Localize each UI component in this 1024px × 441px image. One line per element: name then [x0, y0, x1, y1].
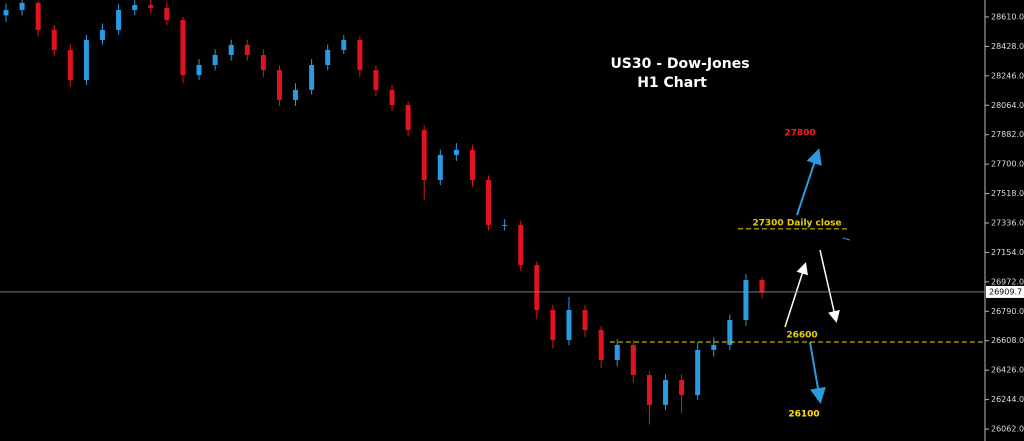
y-tick-label: 28246.0 — [991, 71, 1024, 80]
y-tick-label: 27154.0 — [991, 248, 1024, 257]
candle-body — [357, 39, 363, 71]
candle-body — [148, 5, 154, 8]
candle-body — [35, 2, 41, 30]
y-tick-label: 27518.0 — [991, 189, 1024, 198]
candle-body — [727, 320, 733, 345]
last-price-box — [986, 285, 1024, 298]
y-tick-label: 28064.0 — [991, 101, 1024, 110]
candle-body — [132, 5, 138, 11]
candle-body — [662, 380, 668, 405]
arrow-down-white — [819, 249, 840, 323]
y-tick-label: 27336.0 — [991, 219, 1024, 228]
small-mark — [842, 237, 851, 241]
candle-body — [630, 344, 636, 376]
candle-body — [679, 380, 685, 396]
candle-body — [244, 44, 250, 55]
candle-body — [373, 70, 379, 90]
arrow-up-blue — [796, 148, 822, 216]
candle-body — [453, 149, 459, 155]
y-tick-label: 26062.0 — [991, 425, 1024, 434]
candle-body — [711, 344, 717, 350]
candle-body — [518, 224, 524, 266]
candle-body — [212, 54, 218, 66]
candle-body — [582, 310, 588, 331]
candle-body — [276, 70, 282, 100]
candle-body — [486, 179, 492, 225]
chart-subtitle: H1 Chart — [637, 75, 707, 91]
candle-body — [19, 2, 25, 11]
candle-body — [67, 49, 73, 81]
candle-body — [389, 89, 395, 105]
candle-body — [566, 310, 572, 340]
candle-body — [3, 10, 9, 16]
candle-body — [164, 7, 170, 21]
candle-body — [614, 344, 620, 360]
level-label: 26600 — [786, 331, 817, 341]
target-label: 26100 — [788, 410, 819, 420]
candle-body — [260, 54, 266, 71]
candle-body — [695, 349, 701, 396]
y-tick-label: 26972.0 — [991, 277, 1024, 286]
candle-body — [196, 65, 202, 76]
candle-body — [309, 65, 315, 90]
y-tick-label: 28610.0 — [991, 12, 1024, 21]
candle-body — [437, 154, 443, 180]
y-tick-label: 26608.0 — [991, 336, 1024, 345]
candle-body — [228, 44, 234, 55]
candle-body — [534, 265, 540, 311]
candle-body — [550, 310, 556, 340]
candle-body — [421, 130, 427, 180]
y-tick-label: 26244.0 — [991, 395, 1024, 404]
y-tick-label: 28428.0 — [991, 42, 1024, 51]
arrow-up-white — [784, 262, 808, 328]
y-tick-label: 27882.0 — [991, 130, 1024, 139]
candle-body — [598, 330, 604, 360]
y-tick-label: 27700.0 — [991, 160, 1024, 169]
candle-body — [51, 29, 57, 50]
level-label: 27300 Daily close — [752, 218, 841, 228]
candle-body — [100, 29, 106, 40]
candle-body — [502, 224, 508, 226]
candle-body — [325, 49, 331, 66]
arrow-down-blue — [809, 341, 826, 404]
chart-title: US30 - Dow-Jones — [610, 56, 749, 72]
candle-body — [469, 149, 475, 180]
candle-body — [405, 104, 411, 131]
candle-body — [341, 39, 347, 50]
target-label: 27800 — [784, 129, 815, 139]
candle-body — [116, 10, 122, 30]
candle-body — [743, 279, 749, 321]
y-tick-label: 26790.0 — [991, 307, 1024, 316]
candle-body — [293, 89, 299, 100]
y-tick-label: 26426.0 — [991, 366, 1024, 375]
candle-body — [759, 279, 765, 292]
candle-body — [180, 20, 186, 76]
last-price-label: 26909.7 — [989, 287, 1022, 296]
candle-body — [83, 39, 89, 81]
candle-body — [646, 375, 652, 405]
